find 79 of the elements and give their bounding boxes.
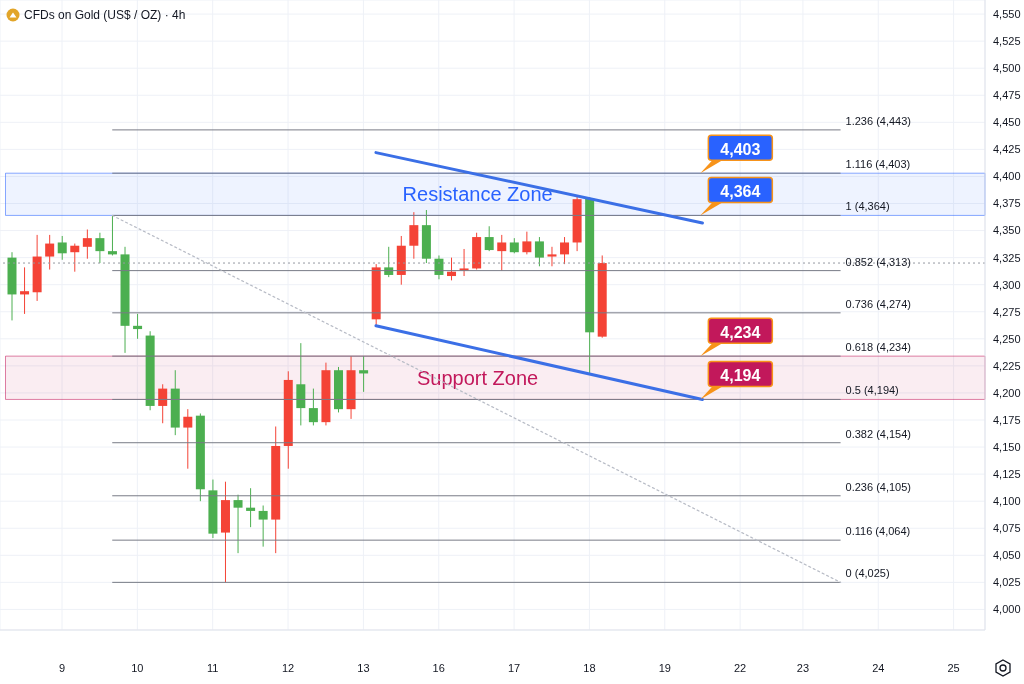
y-tick-label: 4,450: [993, 116, 1021, 129]
series-label: 0.852 (4,313): [845, 255, 912, 268]
candlestick: [246, 487, 256, 528]
y-tick-label: 4,125: [993, 468, 1021, 481]
annotation: 4,234: [720, 323, 761, 341]
candlestick: [70, 243, 80, 273]
candlestick: [233, 494, 243, 554]
y-tick-label: 4,100: [993, 495, 1021, 508]
series-label: 0.236 (4,105): [845, 480, 912, 493]
candlestick: [95, 232, 105, 264]
y-tick-label: 4,300: [993, 278, 1021, 291]
x-tick-label: 22: [734, 661, 747, 674]
y-tick-label: 4,375: [993, 197, 1021, 210]
candlestick: [82, 228, 92, 260]
candlestick: [107, 214, 117, 256]
x-tick-label: 18: [583, 661, 596, 674]
candlestick: [384, 246, 394, 278]
candlestick: [522, 231, 532, 255]
x-tick-label: 17: [507, 661, 521, 674]
x-tick-label: 11: [206, 661, 219, 674]
candlestick: [183, 408, 193, 470]
y-tick-label: 4,000: [993, 603, 1021, 616]
candlestick: [560, 236, 570, 265]
y-tick-label: 4,275: [993, 305, 1021, 318]
band-label: Support Zone: [417, 366, 539, 389]
y-tick-label: 4,075: [993, 522, 1021, 535]
series-label: 1.236 (4,443): [845, 114, 912, 127]
y-tick-label: 4,150: [993, 440, 1021, 453]
candlestick: [534, 236, 544, 267]
y-tick-label: 4,425: [993, 143, 1021, 156]
annotation: 4,364: [720, 182, 761, 200]
candlestick: [308, 388, 318, 426]
candlestick: [20, 266, 30, 315]
band-label: Resistance Zone: [402, 183, 553, 206]
candlestick: [296, 342, 306, 426]
candlestick: [258, 505, 268, 548]
series-label: 0.382 (4,154): [845, 427, 912, 440]
series-label: 0 (4,025): [845, 567, 890, 580]
candlestick: [409, 211, 419, 260]
series-label: 0.618 (4,234): [845, 341, 912, 354]
candlestick: [447, 257, 457, 281]
series-label: 0.736 (4,274): [845, 297, 912, 310]
y-tick-label: 4,225: [993, 359, 1021, 372]
y-tick-label: 4,525: [993, 35, 1021, 48]
x-tick-label: 10: [131, 661, 144, 674]
x-tick-label: 24: [872, 661, 885, 674]
candlestick: [359, 355, 369, 393]
candlestick: [497, 234, 507, 272]
y-tick-label: 4,400: [993, 170, 1021, 183]
x-tick-label: 12: [281, 661, 295, 674]
candlestick: [133, 313, 143, 340]
text: CFDs on Gold (US$ / OZ) · 4h: [24, 8, 186, 22]
y-tick-label: 4,500: [993, 62, 1021, 75]
series-label: 0.5 (4,194): [845, 384, 899, 397]
annotation: 4,194: [720, 366, 761, 384]
candlestick: [547, 246, 557, 267]
x-tick-label: 25: [947, 661, 960, 674]
y-tick-label: 4,325: [993, 251, 1021, 264]
x-tick-label: 23: [796, 661, 810, 674]
y-tick-label: 4,350: [993, 224, 1021, 237]
y-tick-label: 4,050: [993, 549, 1021, 562]
y-tick-label: 4,175: [993, 413, 1021, 426]
candlestick: [484, 225, 494, 252]
x-tick-label: 19: [658, 661, 671, 674]
x-tick-label: 16: [432, 661, 445, 674]
candlestick: [57, 235, 67, 261]
series-label: 1 (4,364): [845, 200, 890, 213]
candlestick: [45, 234, 55, 271]
y-tick-label: 4,250: [993, 332, 1021, 345]
y-tick-label: 4,550: [993, 7, 1021, 20]
y-tick-label: 4,475: [993, 89, 1021, 102]
y-tick-label: 4,200: [993, 386, 1021, 399]
y-tick-label: 4,025: [993, 576, 1021, 589]
series-label: 1.116 (4,403): [845, 158, 911, 171]
x-tick-label: 9: [58, 661, 66, 674]
candlestick: [158, 383, 168, 424]
series-label: 0.116 (4,064): [845, 525, 911, 538]
x-tick-label: 13: [357, 661, 370, 674]
annotation: 4,403: [720, 140, 761, 158]
